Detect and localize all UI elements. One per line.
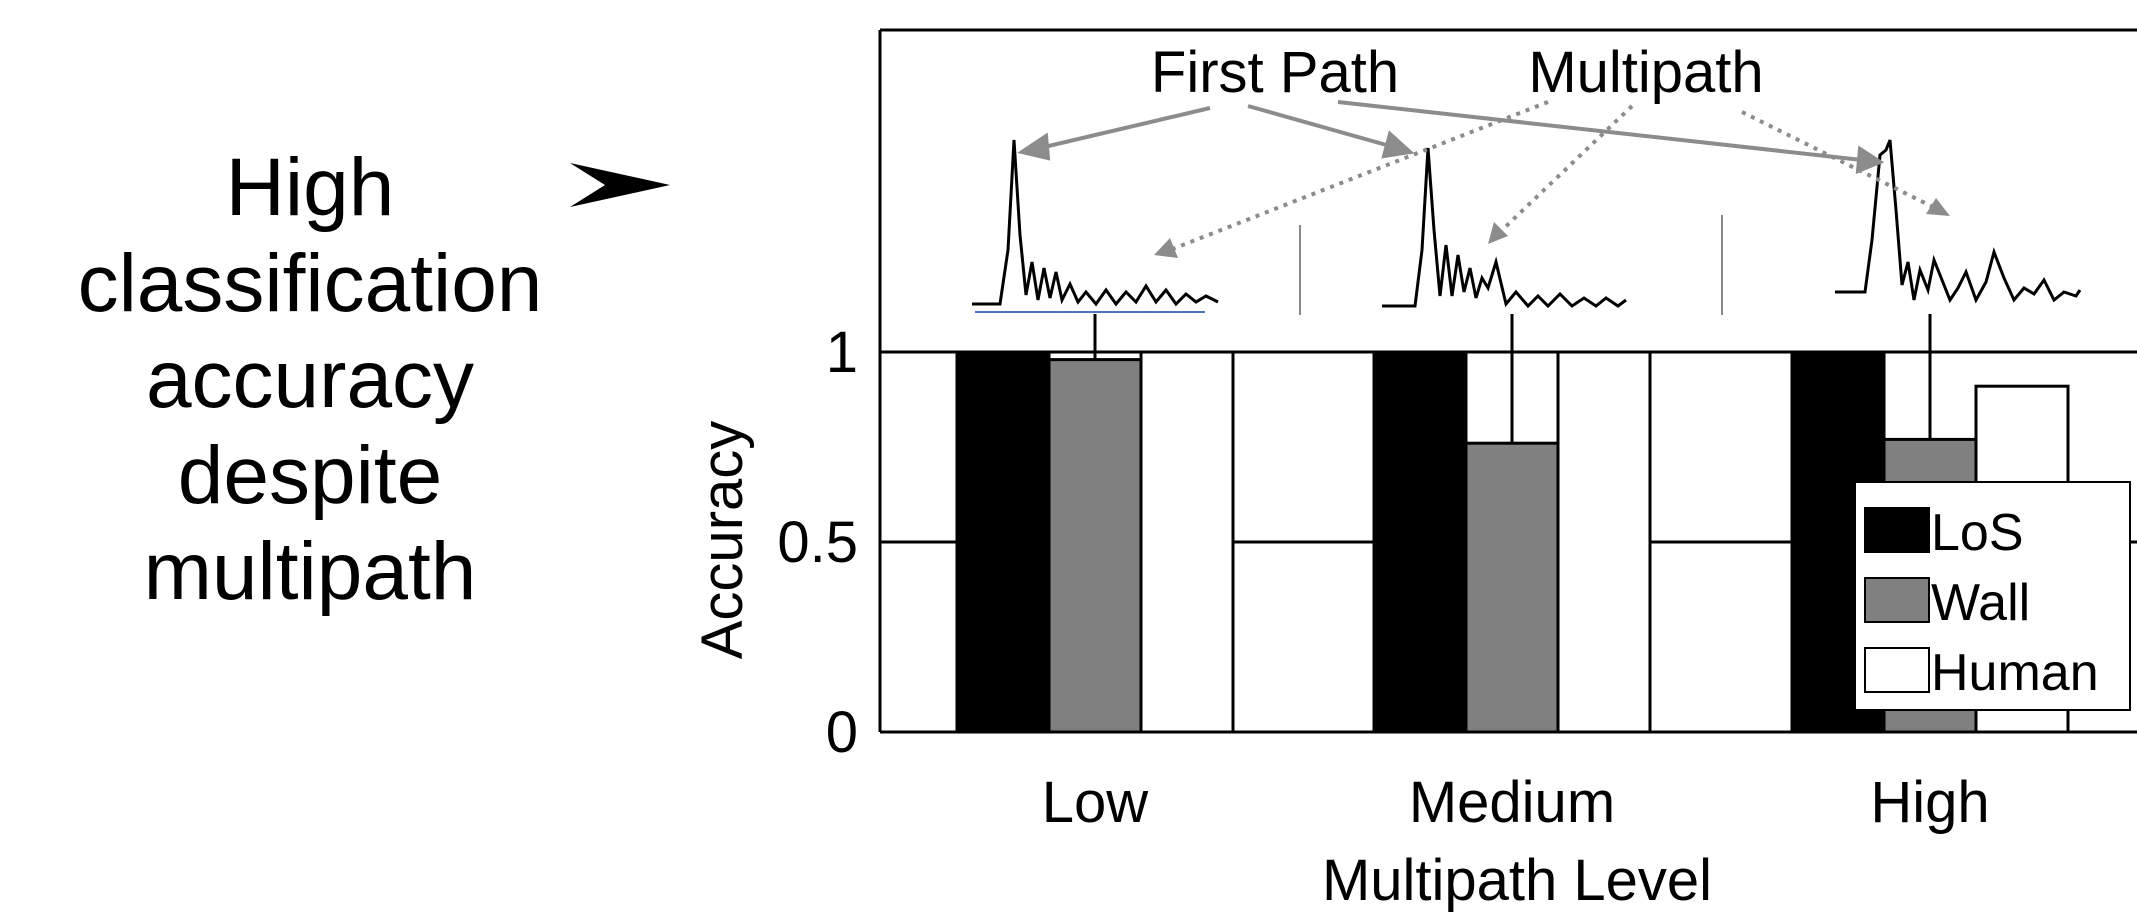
y-tick-label: 1 xyxy=(826,320,858,385)
right-arrow-icon xyxy=(570,163,670,207)
legend-swatch-wall xyxy=(1864,577,1930,623)
caption-line: despite xyxy=(177,430,443,521)
bar-wall xyxy=(1464,441,1560,734)
bar-wall xyxy=(1047,358,1143,734)
bar-human xyxy=(1139,350,1235,734)
bar-los xyxy=(1372,350,1468,734)
x-tick-label: Medium xyxy=(1409,770,1615,835)
caption: High classification accuracy despite mul… xyxy=(40,140,580,620)
legend-swatch-los xyxy=(1864,507,1930,553)
y-tick-label: 0.5 xyxy=(777,510,858,575)
legend-label: Wall xyxy=(1931,574,2030,632)
legend-swatch-human xyxy=(1864,647,1930,693)
caption-line: High xyxy=(225,142,395,233)
y-axis-label: Accuracy xyxy=(690,421,755,660)
caption-line: multipath xyxy=(143,526,477,617)
multipath-label: Multipath xyxy=(1528,40,1763,105)
x-tick-label: High xyxy=(1870,770,1989,835)
multipath-arrowheads xyxy=(1154,198,1950,258)
legend-label: Human xyxy=(1931,644,2099,702)
bar-human xyxy=(1556,350,1652,734)
first-path-label: First Path xyxy=(1151,40,1399,105)
waveform-high xyxy=(1835,139,2082,304)
caption-line: classification xyxy=(77,238,543,329)
caption-line: accuracy xyxy=(145,334,475,425)
first-path-arrows xyxy=(1017,100,1885,175)
legend: LoS Wall Human xyxy=(1854,481,2131,711)
legend-label: LoS xyxy=(1931,504,2024,562)
x-axis-label: Multipath Level xyxy=(1322,848,1712,913)
multipath-arrows xyxy=(1169,100,1936,252)
y-tick-label: 0 xyxy=(826,700,858,765)
x-tick-label: Low xyxy=(1042,770,1150,835)
waveform-medium xyxy=(1382,147,1627,309)
bar-los xyxy=(955,350,1051,734)
chart-frame xyxy=(878,28,2137,732)
waveform-low xyxy=(972,139,1219,307)
